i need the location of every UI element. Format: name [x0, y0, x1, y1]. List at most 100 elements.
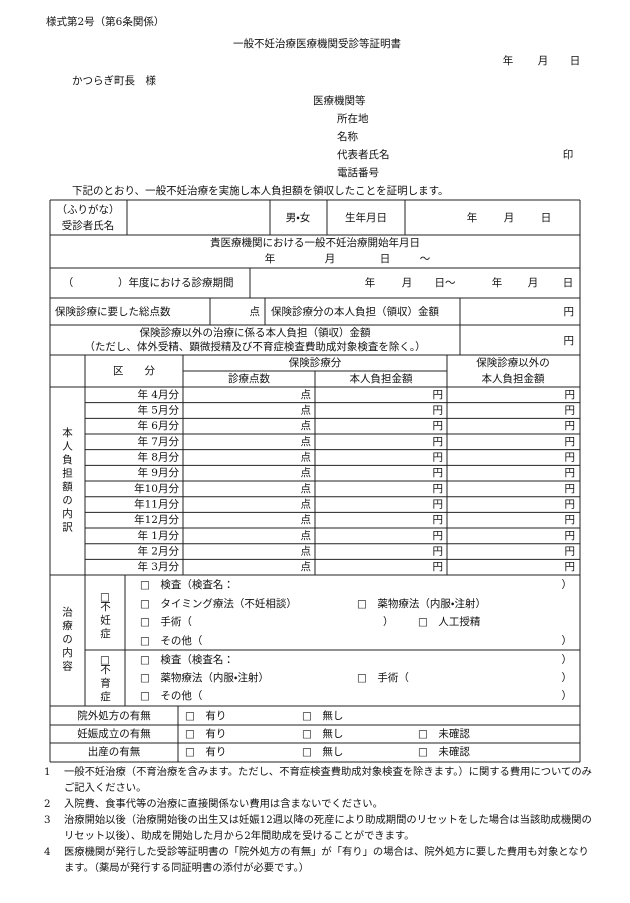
note: 2 入院費、食事代等の治療に直接関係ない費用は含まないでください。 [44, 796, 592, 812]
label: 点 [250, 306, 261, 318]
label: 代表者氏名 [337, 148, 390, 161]
label: 保険診療以外の [476, 356, 550, 369]
label: 月 [538, 55, 549, 67]
label: 円 [564, 335, 575, 347]
label: 保険診療に要した総点数 [55, 305, 171, 318]
label: 男・女 [286, 211, 311, 224]
label: 電話番号 [337, 167, 379, 179]
option: □ 有り [185, 727, 226, 740]
unit: 円 [565, 389, 576, 401]
unit: 円 [433, 452, 444, 464]
unit: 円 [433, 389, 444, 401]
label: □ [100, 654, 110, 666]
month-label: 年 1月分 [137, 529, 179, 542]
title: 一般不妊治療医療機関受診等証明書 [233, 37, 401, 50]
option: □ 有り [185, 709, 226, 722]
label: 日 [570, 55, 581, 67]
month-label: 年 3月分 [137, 560, 179, 573]
label: 所在地 [337, 112, 369, 125]
month-label: 年 9月分 [137, 466, 179, 479]
unit: 円 [433, 530, 444, 542]
option: □ 未確認 [418, 745, 470, 758]
label: 年 [265, 252, 276, 265]
unit: 点 [301, 530, 312, 542]
option: □ 手術（ [357, 671, 409, 684]
unit: 円 [565, 514, 576, 526]
unit: 点 [301, 420, 312, 432]
unit: 円 [433, 514, 444, 526]
unit: 点 [301, 452, 312, 464]
note-number: 2 [44, 798, 51, 810]
month-label: 年 4月分 [137, 388, 179, 401]
label: 月 [402, 277, 413, 289]
unit: 円 [433, 436, 444, 448]
label: 受診者氏名 [62, 219, 115, 232]
label: 貴医療機関における一般不妊治療開始年月日 [210, 236, 420, 249]
note-number: 3 [44, 814, 51, 826]
side-label: 治療の内容 [61, 605, 73, 673]
option: □ 人工授精 [418, 615, 481, 628]
label: 月 [528, 277, 539, 289]
unit: 円 [433, 467, 444, 479]
option: ） [562, 672, 573, 684]
label: 様式第2号（第6条関係） [46, 15, 164, 28]
note: 1 一般不妊治療（不育治療を含みます。ただし、不育症検査費助成対象検査を除きます。… [44, 764, 592, 796]
note: 3 治療開始以後（治療開始後の出生又は妊娠12週以降の死産により助成期間のリセット… [44, 812, 592, 844]
option: □ 無し [302, 709, 343, 722]
note-number: 4 [44, 846, 51, 858]
label: 日～ [435, 277, 456, 289]
label: 保険診療分の本人負担（領収）金額 [271, 305, 439, 318]
option: □ 検査（検査名： [140, 578, 234, 591]
month-label: 年 6月分 [137, 419, 179, 432]
label: ～ [420, 253, 431, 265]
label: （ [63, 277, 74, 289]
unit: 円 [565, 530, 576, 542]
unit: 円 [433, 405, 444, 417]
label: □ [100, 591, 110, 603]
unit: 円 [565, 452, 576, 464]
label: 印 [563, 149, 574, 161]
label: かつらぎ町長 様 [72, 74, 156, 87]
note-text: 治療開始以後（治療開始後の出生又は妊娠12週以降の死産により助成期間のリセットを… [64, 814, 592, 842]
unit: 点 [301, 405, 312, 417]
label: 年 [492, 276, 503, 289]
unit: 円 [433, 483, 444, 495]
label: 年 [365, 276, 376, 289]
unit: 円 [433, 499, 444, 511]
unit: 円 [433, 546, 444, 558]
month-label: 年 8月分 [137, 451, 179, 464]
label: 医療機関等 [313, 94, 366, 107]
note-text: 入院費、食事代等の治療に直接関係ない費用は含まないでください。 [64, 798, 383, 810]
option: □ 検査（検査名： [140, 653, 234, 666]
note: 4 医療機関が発行した受診等証明書の「院外処方の有無」が「有り」の場合は、院外処方… [44, 844, 592, 876]
label: 円 [564, 306, 575, 318]
unit: 円 [433, 420, 444, 432]
option: □ 無し [302, 745, 343, 758]
option: ） [562, 579, 573, 591]
outcome-label: 妊娠成立の有無 [77, 727, 151, 740]
option: □ 薬物療法（内服・注射） [140, 671, 269, 684]
label: 区 分 [113, 365, 155, 377]
side-label: 不育症 [99, 664, 111, 705]
option: □ 未確認 [418, 727, 470, 740]
option: ） [562, 654, 573, 666]
month-label: 年12月分 [134, 513, 179, 526]
label: 名称 [337, 130, 358, 143]
month-label: 年 2月分 [137, 545, 179, 558]
label: 日 [380, 253, 391, 265]
side-label: 本人負担額の内訳 [61, 426, 73, 535]
label: 保険診療以外の治療に係る本人負担（領収）金額 [140, 326, 371, 339]
label: 年 [467, 211, 478, 224]
unit: 点 [301, 546, 312, 558]
label: （ただし、体外受精、顕微授精及び不育症検査費助成対象検査を除く。） [84, 340, 425, 353]
option: ） [562, 690, 573, 702]
month-label: 年 7月分 [137, 435, 179, 448]
outcome-label: 院外処方の有無 [77, 709, 151, 722]
option: □ その他（ [140, 634, 202, 647]
option: □ 薬物療法（内服・注射） [357, 597, 486, 610]
unit: 円 [565, 420, 576, 432]
unit: 点 [301, 514, 312, 526]
unit: 円 [565, 483, 576, 495]
unit: 円 [565, 436, 576, 448]
